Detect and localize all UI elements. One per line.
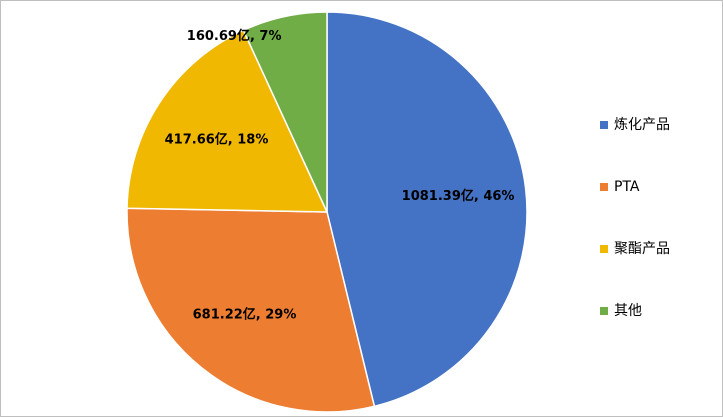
- pie-slice: [126, 29, 329, 213]
- legend-label: 炼化产品: [614, 117, 670, 133]
- legend-label: 聚酯产品: [614, 241, 670, 257]
- legend-label: 其他: [614, 303, 642, 319]
- pie-slice: [126, 207, 376, 413]
- data-label: 681.22亿, 29%: [193, 307, 297, 323]
- pie-slice: [242, 11, 328, 213]
- legend-label: PTA: [614, 179, 640, 195]
- data-label: 160.69亿, 7%: [187, 28, 282, 44]
- legend-swatch: [600, 307, 608, 315]
- data-label: 417.66亿, 18%: [165, 131, 269, 147]
- pie-slice: [326, 11, 528, 408]
- legend-swatch: [600, 183, 608, 191]
- legend-swatch: [600, 245, 608, 253]
- data-label: 1081.39亿, 46%: [402, 188, 515, 204]
- legend-swatch: [600, 121, 608, 129]
